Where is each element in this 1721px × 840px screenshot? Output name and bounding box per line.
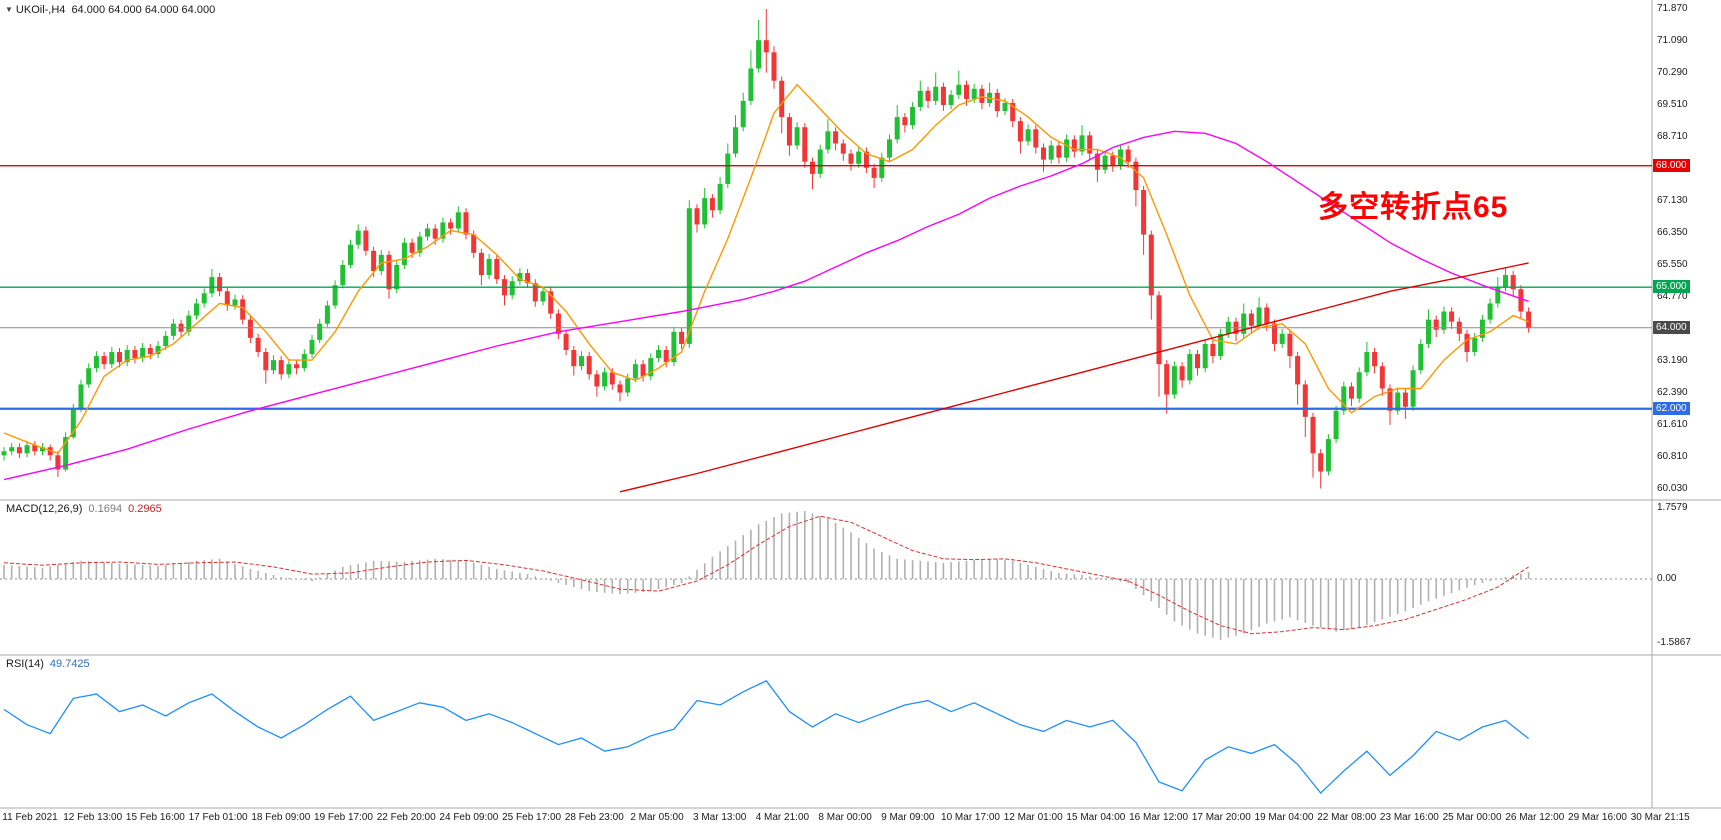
price-axis-label: 61.610	[1657, 418, 1688, 430]
chart-symbol-label: UKOil-,H4	[15, 4, 66, 16]
rsi-value: 49.7425	[49, 658, 90, 670]
chart-text-annotation: 多空转折点65	[1318, 191, 1509, 224]
time-axis-label: 30 Mar 21:15	[1630, 812, 1690, 823]
time-axis-label: 11 Feb 2021	[2, 812, 58, 823]
time-axis-label: 19 Feb 17:00	[314, 812, 373, 823]
time-axis-label: 24 Feb 09:00	[439, 812, 499, 823]
time-axis-label: 9 Mar 09:00	[881, 812, 935, 823]
price-axis-label: 60.030	[1657, 482, 1688, 494]
rsi-indicator-label: RSI(14) 49.7425	[6, 658, 90, 670]
time-axis-label: 17 Mar 20:00	[1191, 812, 1251, 823]
macd-indicator-label: MACD(12,26,9) 0.1694 0.2965	[6, 503, 162, 515]
panel-separators	[0, 0, 1721, 809]
price-axis-label: 65.550	[1657, 258, 1688, 270]
macd-value-signal: 0.2965	[128, 503, 162, 515]
time-axis-label: 3 Mar 13:00	[693, 812, 747, 823]
price-axis-label: 63.190	[1657, 354, 1688, 366]
price-axis-label: 71.090	[1657, 34, 1688, 46]
price-axis-label: 68.710	[1657, 130, 1688, 142]
ma-mid-magenta	[3, 130, 1529, 481]
time-axis-label: 2 Mar 05:00	[630, 812, 684, 823]
price-axis-label: 69.510	[1657, 98, 1688, 110]
macd-name: MACD(12,26,9)	[6, 503, 83, 515]
time-axis-label: 17 Feb 01:00	[188, 812, 248, 823]
price-axis-label: 70.290	[1657, 66, 1688, 78]
time-axis-label: 8 Mar 00:00	[818, 812, 872, 823]
chart-header: ▼ UKOil-,H4 64.000 64.000 64.000 64.000	[5, 4, 215, 16]
time-axis-label: 19 Mar 04:00	[1254, 812, 1314, 823]
price-axis-label: 66.350	[1657, 226, 1688, 238]
ma-fast-orange	[3, 83, 1529, 455]
time-axis-label: 16 Mar 12:00	[1129, 812, 1189, 823]
time-axis-label: 22 Mar 08:00	[1317, 812, 1377, 823]
macd-histogram	[0, 510, 1652, 640]
macd-axis-label: -1.5867	[1657, 637, 1691, 649]
macd-signal-line	[3, 515, 1529, 635]
time-axis-label: 28 Feb 23:00	[564, 812, 624, 823]
chart-ohlc-values: 64.000 64.000 64.000 64.000	[71, 4, 216, 16]
candlestick-series	[1, 9, 1532, 489]
time-axis-label: 4 Mar 21:00	[755, 812, 810, 823]
chart-menu-icon[interactable]: ▼	[5, 5, 13, 14]
macd-axis-label: 0.00	[1657, 573, 1677, 584]
price-level-badge: 65.000	[1653, 280, 1690, 294]
macd-value-hist: 0.1694	[88, 503, 123, 515]
time-axis-label: 15 Mar 04:00	[1066, 812, 1126, 823]
price-axis-label: 71.870	[1657, 3, 1688, 14]
time-axis-label: 26 Mar 12:00	[1505, 812, 1565, 823]
time-axis-label: 12 Feb 13:00	[63, 812, 123, 823]
ma-slow-red	[619, 262, 1529, 493]
rsi-name: RSI(14)	[6, 658, 44, 670]
time-axis-label: 23 Mar 16:00	[1379, 812, 1439, 823]
time-axis-label: 29 Mar 16:00	[1568, 812, 1627, 823]
price-axis-label: 64.770	[1657, 290, 1688, 302]
price-axis-label: 62.390	[1657, 386, 1688, 398]
rsi-line	[3, 679, 1530, 794]
time-axis-label: 22 Feb 20:00	[376, 812, 436, 823]
price-level-lines	[0, 165, 1652, 410]
price-level-badge: 62.000	[1653, 401, 1690, 415]
time-axis-label: 15 Feb 16:00	[125, 812, 185, 823]
time-axis-label: 25 Feb 17:00	[502, 812, 562, 823]
price-level-badge: 68.000	[1653, 158, 1690, 172]
price-axis-label: 67.130	[1657, 194, 1688, 206]
price-level-badge: 64.000	[1653, 320, 1690, 334]
macd-axis-label: 1.7579	[1657, 501, 1688, 513]
time-axis-label: 10 Mar 17:00	[941, 812, 1000, 823]
time-axis-label: 25 Mar 00:00	[1442, 812, 1502, 823]
time-axis-label: 12 Mar 01:00	[1003, 812, 1063, 823]
price-axis-label: 60.810	[1657, 450, 1688, 462]
moving-average-lines	[3, 83, 1529, 493]
time-axis-label: 18 Feb 09:00	[251, 812, 311, 823]
